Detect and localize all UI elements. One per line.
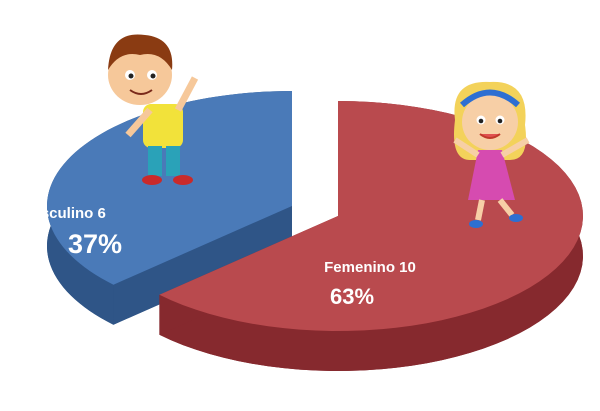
category-label: Masculino [20, 205, 93, 222]
slice-label: Masculino 6 [20, 205, 106, 222]
count-label: 10 [399, 259, 416, 276]
value-label: 63% [330, 284, 374, 309]
girl-illustration [453, 81, 530, 228]
boy-illustration [108, 34, 199, 185]
slice [47, 91, 293, 285]
count-label: 6 [98, 205, 106, 222]
value-label: 37% [68, 229, 122, 259]
category-label: Femenino [324, 259, 395, 276]
slice-side [113, 206, 293, 325]
slice-side [159, 101, 583, 371]
annotation: N = 16 [292, 375, 349, 396]
slice-label: Femenino 10 [324, 259, 416, 276]
